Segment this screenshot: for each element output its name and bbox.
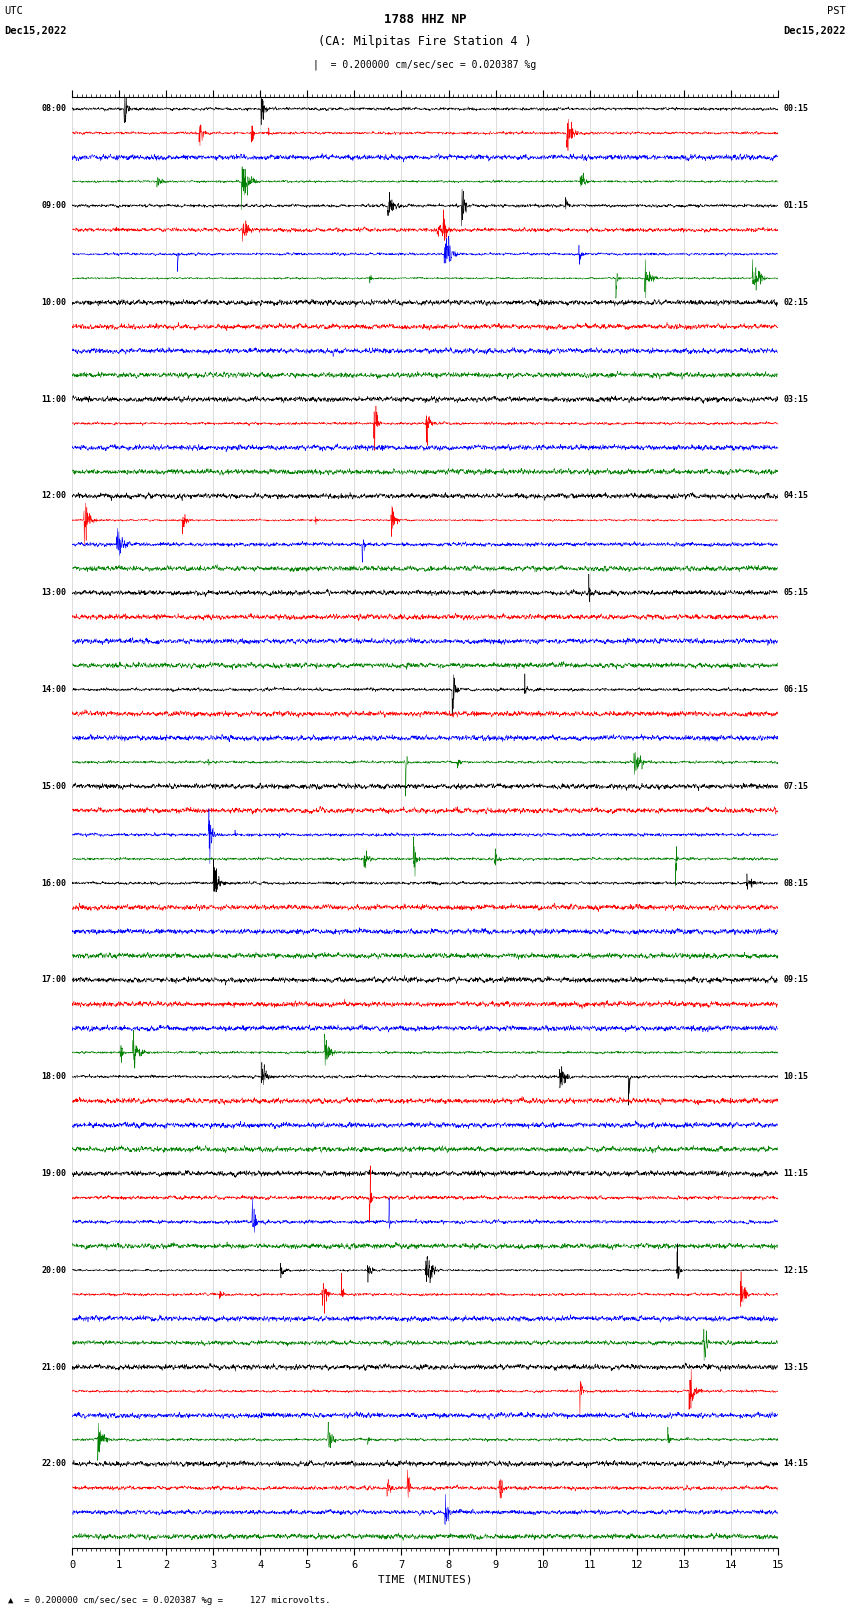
- Text: PST: PST: [827, 6, 846, 16]
- Text: 08:00: 08:00: [42, 105, 66, 113]
- Text: ▲  = 0.200000 cm/sec/sec = 0.020387 %g =     127 microvolts.: ▲ = 0.200000 cm/sec/sec = 0.020387 %g = …: [8, 1595, 331, 1605]
- Text: 20:00: 20:00: [42, 1266, 66, 1274]
- Text: 22:00: 22:00: [42, 1460, 66, 1468]
- Text: 07:15: 07:15: [784, 782, 808, 790]
- Text: 02:15: 02:15: [784, 298, 808, 306]
- Text: 03:15: 03:15: [784, 395, 808, 403]
- Text: 11:15: 11:15: [784, 1169, 808, 1177]
- Text: 04:15: 04:15: [784, 492, 808, 500]
- Text: |  = 0.200000 cm/sec/sec = 0.020387 %g: | = 0.200000 cm/sec/sec = 0.020387 %g: [314, 60, 536, 71]
- Text: 15:00: 15:00: [42, 782, 66, 790]
- Text: 13:00: 13:00: [42, 589, 66, 597]
- Text: 10:15: 10:15: [784, 1073, 808, 1081]
- Text: 17:00: 17:00: [42, 976, 66, 984]
- Text: 10:00: 10:00: [42, 298, 66, 306]
- Text: Dec15,2022: Dec15,2022: [4, 26, 67, 35]
- Text: 12:00: 12:00: [42, 492, 66, 500]
- Text: 16:00: 16:00: [42, 879, 66, 887]
- Text: 14:15: 14:15: [784, 1460, 808, 1468]
- X-axis label: TIME (MINUTES): TIME (MINUTES): [377, 1574, 473, 1584]
- Text: 13:15: 13:15: [784, 1363, 808, 1371]
- Text: (CA: Milpitas Fire Station 4 ): (CA: Milpitas Fire Station 4 ): [318, 35, 532, 48]
- Text: 00:15: 00:15: [784, 105, 808, 113]
- Text: 05:15: 05:15: [784, 589, 808, 597]
- Text: 11:00: 11:00: [42, 395, 66, 403]
- Text: 08:15: 08:15: [784, 879, 808, 887]
- Text: 21:00: 21:00: [42, 1363, 66, 1371]
- Text: 09:15: 09:15: [784, 976, 808, 984]
- Text: 19:00: 19:00: [42, 1169, 66, 1177]
- Text: 12:15: 12:15: [784, 1266, 808, 1274]
- Text: 01:15: 01:15: [784, 202, 808, 210]
- Text: 06:15: 06:15: [784, 686, 808, 694]
- Text: Dec15,2022: Dec15,2022: [783, 26, 846, 35]
- Text: 09:00: 09:00: [42, 202, 66, 210]
- Text: 14:00: 14:00: [42, 686, 66, 694]
- Text: 1788 HHZ NP: 1788 HHZ NP: [383, 13, 467, 26]
- Text: UTC: UTC: [4, 6, 23, 16]
- Text: 18:00: 18:00: [42, 1073, 66, 1081]
